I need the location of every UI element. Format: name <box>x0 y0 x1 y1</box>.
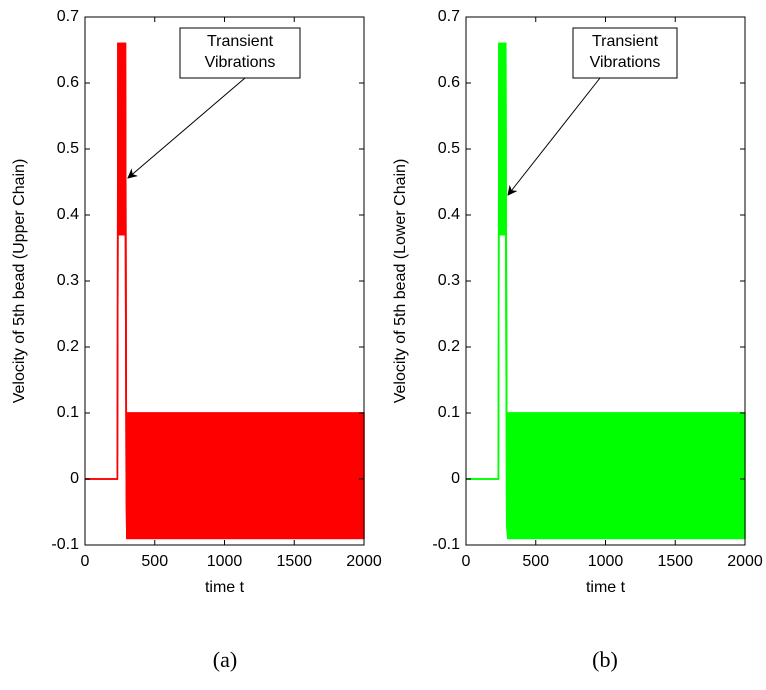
annotation-arrow <box>507 77 601 196</box>
x-tick-label: 500 <box>141 553 168 570</box>
annotation-box <box>179 27 301 79</box>
x-tick-label: 500 <box>522 553 549 570</box>
y-tick-label: 0.5 <box>438 140 460 157</box>
y-tick-label: -0.1 <box>432 536 460 553</box>
x-tick-label: 1000 <box>207 553 243 570</box>
y-tick-label: 0.7 <box>57 8 79 25</box>
y-tick-label: 0.3 <box>438 272 460 289</box>
annotation-text: Transient <box>592 33 659 50</box>
x-tick-label: 1000 <box>588 553 624 570</box>
y-tick-label: 0.2 <box>57 338 79 355</box>
x-axis-label: time t <box>205 579 245 596</box>
y-tick-label: 0 <box>451 470 460 487</box>
x-tick-label: 2000 <box>727 553 763 570</box>
annotation-text: Vibrations <box>590 54 661 71</box>
x-tick-label: 0 <box>462 553 471 570</box>
y-tick-label: 0.7 <box>438 8 460 25</box>
y-tick-label: 0.6 <box>438 74 460 91</box>
x-tick-label: 1500 <box>657 553 693 570</box>
x-tick-label: 0 <box>81 553 90 570</box>
y-tick-label: 0.1 <box>438 404 460 421</box>
y-tick-label: 0 <box>70 470 79 487</box>
y-tick-label: 0.5 <box>57 140 79 157</box>
y-axis-label: Velocity of 5th bead (Upper Chain) <box>11 159 28 404</box>
x-tick-label: 2000 <box>346 553 382 570</box>
x-axis-label: time t <box>586 579 626 596</box>
y-tick-label: 0.3 <box>57 272 79 289</box>
annotation-text: Vibrations <box>205 54 276 71</box>
y-tick-label: -0.1 <box>51 536 79 553</box>
annotation-text: Transient <box>207 33 274 50</box>
lower-line <box>85 234 364 540</box>
y-tick-label: 0.1 <box>57 404 79 421</box>
annotation-arrow <box>127 77 246 179</box>
caption: (a) <box>213 647 237 672</box>
y-tick-label: 0.2 <box>438 338 460 355</box>
y-axis-label: Velocity of 5th bead (Lower Chain) <box>392 159 409 404</box>
caption: (b) <box>592 647 618 672</box>
y-tick-label: 0.4 <box>438 206 460 223</box>
annotation-box <box>572 27 678 79</box>
lower-line <box>466 234 745 540</box>
x-tick-label: 1500 <box>276 553 312 570</box>
y-tick-label: 0.4 <box>57 206 79 223</box>
y-tick-label: 0.6 <box>57 74 79 91</box>
